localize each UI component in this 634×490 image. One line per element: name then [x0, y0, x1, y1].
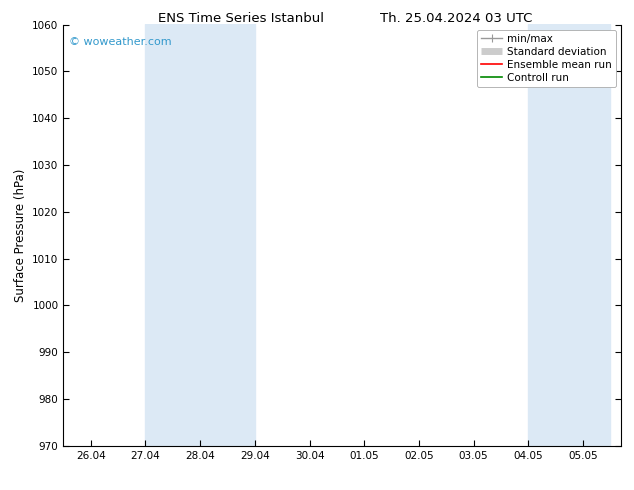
Y-axis label: Surface Pressure (hPa): Surface Pressure (hPa)	[14, 169, 27, 302]
Text: © woweather.com: © woweather.com	[69, 37, 172, 47]
Text: ENS Time Series Istanbul: ENS Time Series Istanbul	[158, 12, 324, 25]
Text: Th. 25.04.2024 03 UTC: Th. 25.04.2024 03 UTC	[380, 12, 533, 25]
Legend: min/max, Standard deviation, Ensemble mean run, Controll run: min/max, Standard deviation, Ensemble me…	[477, 30, 616, 87]
Bar	[145, 24, 255, 446]
Bar	[528, 24, 611, 446]
